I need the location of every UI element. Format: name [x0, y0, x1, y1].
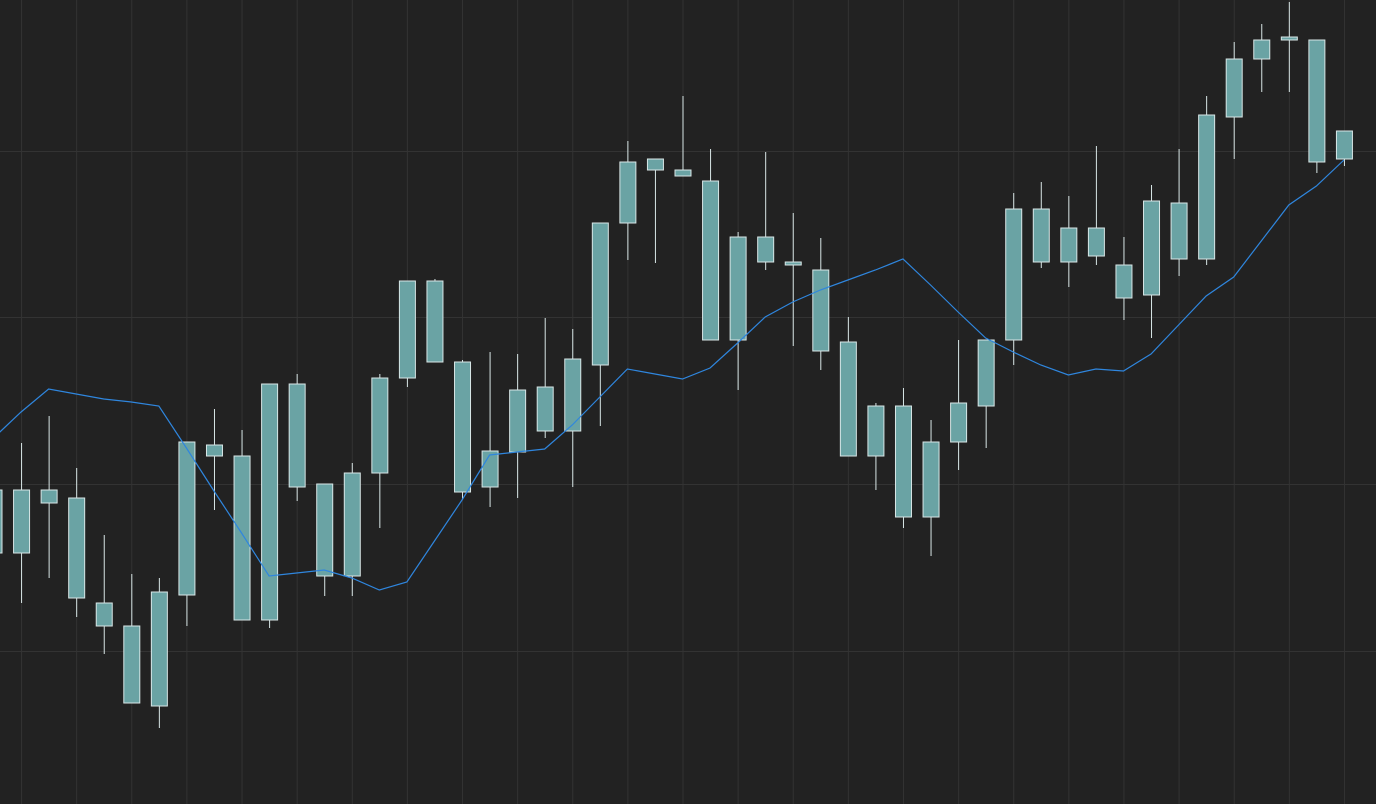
candle-body	[977, 339, 995, 407]
candle-body	[564, 358, 582, 432]
candle-body	[922, 441, 940, 518]
candle-body	[702, 180, 720, 341]
candle-body	[536, 386, 554, 432]
candle-body	[316, 483, 334, 577]
candle-body	[1198, 114, 1216, 260]
candle-body	[371, 377, 389, 474]
candle-body	[1225, 58, 1243, 118]
candle-body	[261, 383, 279, 621]
candle-body	[646, 158, 664, 171]
candle-body	[1060, 227, 1078, 263]
candle-body	[757, 236, 775, 263]
moving-average-line	[0, 159, 1345, 591]
candle-body	[123, 625, 141, 704]
candle-body	[233, 455, 251, 621]
candle-body	[1032, 208, 1050, 263]
candle-body	[812, 269, 830, 352]
candle-body	[1280, 36, 1298, 41]
candle-body	[1335, 130, 1353, 160]
candle-body	[0, 489, 3, 554]
candle-body	[674, 169, 692, 177]
candle-body	[1087, 227, 1105, 257]
candle-body	[619, 161, 637, 224]
candle-body	[867, 405, 885, 457]
candle-body	[481, 450, 499, 488]
candle-body	[1143, 200, 1161, 296]
candle-body	[1005, 208, 1023, 341]
candle-body	[894, 405, 912, 518]
candle-body	[343, 472, 361, 577]
candle-body	[1170, 202, 1188, 260]
candle-body	[509, 389, 527, 453]
candle-body	[150, 591, 168, 707]
candle-body	[454, 361, 472, 493]
candle-body	[288, 383, 306, 488]
candle-body	[1253, 39, 1271, 60]
candle-body	[398, 280, 416, 379]
candle-body	[40, 489, 58, 504]
candle-body	[839, 341, 857, 457]
candle-body	[205, 444, 223, 457]
candle-body	[1115, 264, 1133, 299]
candle-body	[95, 602, 113, 627]
candle-body	[950, 402, 968, 443]
candle-body	[784, 261, 802, 266]
candle-body	[729, 236, 747, 341]
candle-body	[178, 441, 196, 596]
candle-body	[591, 222, 609, 366]
candle-body	[68, 497, 86, 599]
candle-body	[13, 489, 31, 554]
candle-body	[426, 280, 444, 363]
candle-body	[1308, 39, 1326, 163]
